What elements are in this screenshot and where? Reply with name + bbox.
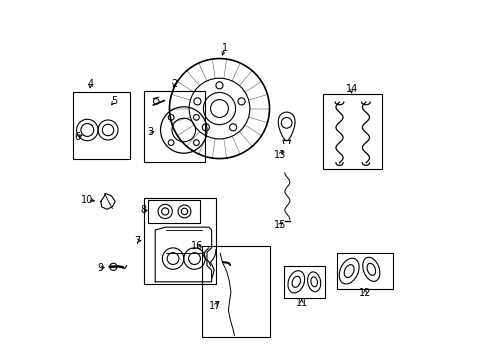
Text: 6: 6 — [74, 132, 80, 142]
Bar — [148, 200, 200, 223]
Text: 17: 17 — [208, 301, 221, 311]
Text: 1: 1 — [222, 43, 227, 53]
Bar — [323, 94, 381, 169]
Text: 14: 14 — [345, 84, 357, 94]
Text: 5: 5 — [111, 96, 117, 107]
Bar — [144, 198, 216, 284]
Text: 3: 3 — [147, 127, 153, 137]
Text: 12: 12 — [358, 288, 371, 297]
Text: 10: 10 — [81, 195, 93, 204]
Text: 13: 13 — [274, 150, 286, 160]
Text: 15: 15 — [273, 220, 286, 230]
Text: 9: 9 — [97, 262, 103, 273]
Text: 7: 7 — [134, 236, 140, 246]
Text: 8: 8 — [140, 205, 146, 215]
Text: 4: 4 — [87, 79, 93, 89]
Text: 11: 11 — [295, 298, 307, 308]
Bar — [201, 246, 269, 337]
Bar — [73, 93, 130, 158]
Text: 2: 2 — [171, 79, 177, 89]
Bar — [337, 253, 392, 289]
Text: 16: 16 — [190, 241, 203, 251]
Bar — [283, 266, 324, 298]
Bar — [144, 91, 205, 162]
